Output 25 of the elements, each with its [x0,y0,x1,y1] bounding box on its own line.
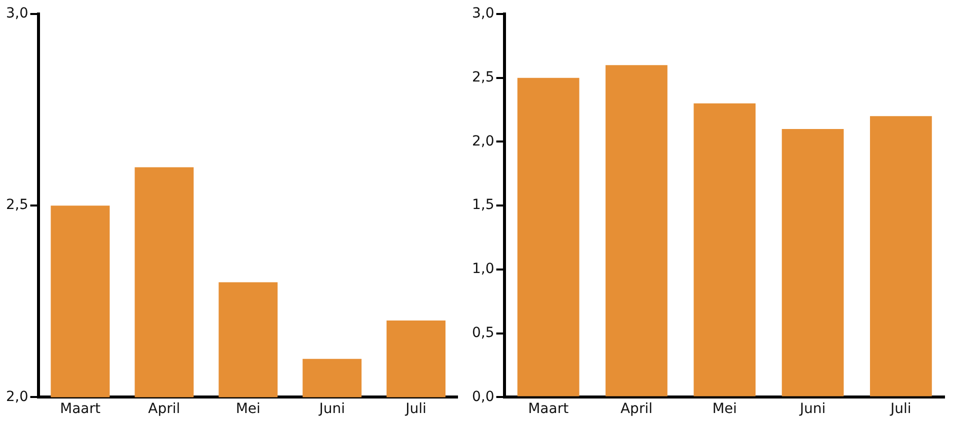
y-tick-label: 0,0 [472,388,494,405]
y-tick-label: 2,0 [6,388,28,405]
bar [870,116,932,396]
y-tick-label: 1,5 [472,197,494,214]
y-tick-label: 3,0 [6,6,28,22]
x-tick-label: Juni [318,401,345,418]
bar [694,103,756,396]
y-tick-label: 1,0 [472,261,494,278]
x-tick-label: Juli [890,401,912,418]
x-tick-label: April [620,401,652,418]
x-tick-label: April [148,401,180,418]
y-tick-label: 2,5 [6,197,28,214]
y-tick-label: 2,0 [472,133,494,150]
y-tick-label: 3,0 [472,6,494,22]
x-tick-label: Juni [798,401,826,418]
x-tick-label: Mei [236,401,260,418]
bar [606,65,668,396]
bar [517,78,580,396]
x-tick-label: Maart [528,401,570,418]
x-tick-label: Mei [712,401,737,418]
y-tick-label: 2,5 [472,70,494,86]
x-tick-label: Maart [60,401,101,418]
x-tick-label: Juli [404,401,426,418]
y-tick-label: 0,5 [472,324,494,341]
bar [782,128,844,396]
